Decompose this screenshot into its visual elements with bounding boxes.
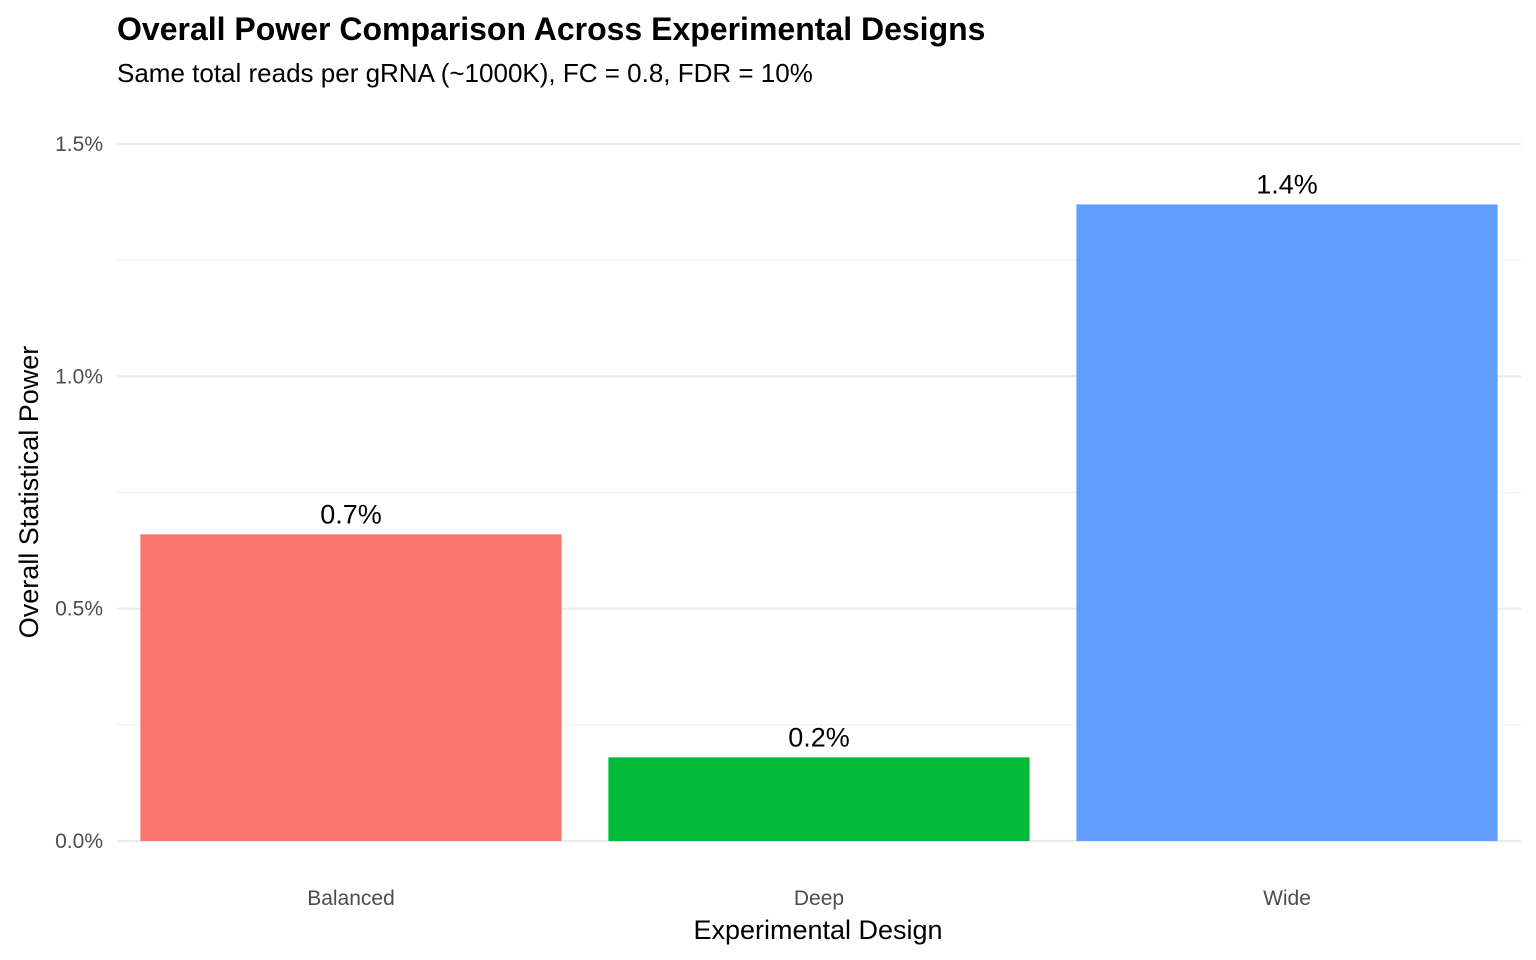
y-tick-label: 0.5% (55, 598, 103, 621)
data-label-wide: 1.4% (1256, 169, 1318, 199)
y-axis-tick-labels: 0.0% 0.5% 1.0% 1.5% (55, 133, 103, 853)
x-tick-label-balanced: Balanced (307, 887, 395, 910)
x-axis-title: Experimental Design (693, 915, 942, 945)
bar-deep (608, 757, 1030, 841)
x-tick-label-wide: Wide (1263, 887, 1311, 910)
x-tick-label-deep: Deep (794, 887, 844, 910)
bars (140, 204, 1498, 841)
bar-data-labels: 0.7% 0.2% 1.4% (320, 169, 1318, 752)
data-label-balanced: 0.7% (320, 499, 382, 529)
x-axis-tick-labels: Balanced Deep Wide (307, 887, 1311, 910)
y-tick-label: 1.5% (55, 133, 103, 156)
bar-balanced (140, 534, 562, 841)
chart-title: Overall Power Comparison Across Experime… (117, 11, 985, 47)
y-axis-title: Overall Statistical Power (14, 346, 44, 639)
y-tick-label: 0.0% (55, 830, 103, 853)
chart-subtitle: Same total reads per gRNA (~1000K), FC =… (117, 58, 813, 88)
y-tick-label: 1.0% (55, 365, 103, 388)
bar-wide (1076, 204, 1498, 841)
data-label-deep: 0.2% (788, 722, 850, 752)
